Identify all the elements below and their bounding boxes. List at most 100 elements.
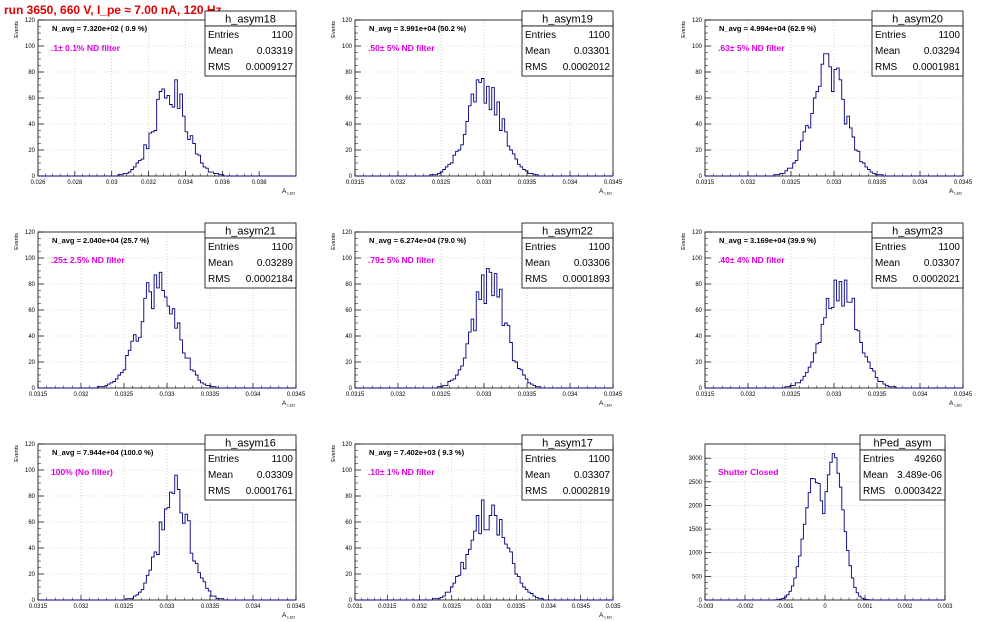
x-tick-label: 0.032 bbox=[390, 180, 406, 186]
x-axis-title: ALED bbox=[599, 188, 612, 196]
stats-value: 1100 bbox=[271, 30, 293, 41]
stats-box bbox=[859, 449, 946, 501]
y-tick-label: 120 bbox=[25, 442, 36, 448]
histogram-h_asym20 bbox=[705, 53, 963, 177]
histogram-hPed_asym bbox=[705, 453, 945, 601]
y-tick-label: 120 bbox=[342, 18, 353, 24]
stats-value: 1100 bbox=[271, 242, 293, 253]
stats-value: 0.0002819 bbox=[563, 486, 611, 497]
x-tick-label: 0.0345 bbox=[287, 604, 306, 610]
y-tick-label: 60 bbox=[345, 520, 352, 526]
filter-label: 100% (No filter) bbox=[51, 467, 113, 477]
filter-label: .10± 1% ND filter bbox=[368, 467, 435, 477]
y-tick-label: 60 bbox=[28, 96, 35, 102]
stats-key: Entries bbox=[525, 454, 556, 465]
y-tick-label: 0 bbox=[349, 386, 353, 392]
y-tick-label: 40 bbox=[28, 546, 35, 552]
stats-key: Entries bbox=[208, 454, 239, 465]
stats-title: h_asym16 bbox=[225, 438, 276, 450]
stats-key: RMS bbox=[525, 274, 548, 285]
y-tick-label: 100 bbox=[342, 44, 353, 50]
x-tick-label: 0.032 bbox=[740, 392, 756, 398]
y-tick-label: 20 bbox=[28, 360, 35, 366]
x-tick-label: 0.0345 bbox=[604, 180, 623, 186]
x-tick-label: 0.0325 bbox=[443, 604, 462, 610]
navg-label: N_avg = 3.991e+04 (50.2 %) bbox=[369, 24, 467, 33]
filter-label: .1± 0.1% ND filter bbox=[51, 43, 121, 53]
y-tick-label: 80 bbox=[28, 282, 35, 288]
y-tick-label: 60 bbox=[695, 96, 702, 102]
y-tick-label: 0 bbox=[699, 174, 703, 180]
x-tick-label: 0.0345 bbox=[604, 392, 623, 398]
x-axis-title: ALED bbox=[599, 612, 612, 620]
stats-value: 0.0009127 bbox=[246, 62, 294, 73]
x-tick-label: 0.0315 bbox=[378, 604, 397, 610]
page-title: run 3650, 660 V, I_pe ≈ 7.00 nA, 120 Hz bbox=[4, 3, 222, 17]
stats-box bbox=[871, 237, 964, 289]
x-tick-label: 0.032 bbox=[141, 180, 157, 186]
x-tick-label: 0.033 bbox=[826, 392, 842, 398]
y-tick-label: 0 bbox=[32, 174, 36, 180]
stats-title: h_asym17 bbox=[542, 438, 593, 450]
stats-value: 0.0001893 bbox=[563, 274, 611, 285]
x-axis-title: ALED bbox=[282, 612, 295, 620]
panel-h_asym23: 0.0315 0.032 0.0325 0.033 0.0335 0.034 0.0345 0… bbox=[681, 222, 973, 408]
stats-value: 0.0003422 bbox=[895, 486, 943, 497]
panel-hPed_asym: -0.003 -0.002 -0.001 0 0.001 0.002 0.003 0 500 10… bbox=[689, 434, 953, 610]
stats-key: Entries bbox=[525, 242, 556, 253]
y-tick-label: 0 bbox=[32, 386, 36, 392]
x-tick-label: 0.035 bbox=[605, 604, 621, 610]
histogram-h_asym16 bbox=[38, 474, 296, 601]
stats-value: 0.03309 bbox=[257, 470, 294, 481]
x-tick-label: 0.0315 bbox=[346, 180, 365, 186]
y-tick-label: 20 bbox=[345, 572, 352, 578]
stats-value: 0.03307 bbox=[574, 470, 611, 481]
y-tick-label: 40 bbox=[28, 334, 35, 340]
y-tick-label: 0 bbox=[699, 598, 703, 604]
y-tick-label: 80 bbox=[345, 282, 352, 288]
stats-key: RMS bbox=[208, 486, 231, 497]
x-tick-label: -0.003 bbox=[696, 604, 714, 610]
y-tick-label: 120 bbox=[692, 230, 703, 236]
stats-key: RMS bbox=[863, 486, 886, 497]
stats-box bbox=[204, 449, 297, 501]
y-tick-label: 80 bbox=[345, 70, 352, 76]
x-tick-label: 0.0335 bbox=[868, 180, 887, 186]
x-tick-label: 0.0325 bbox=[432, 392, 451, 398]
stats-key: RMS bbox=[525, 62, 548, 73]
stats-key: RMS bbox=[525, 486, 548, 497]
y-tick-label: 20 bbox=[28, 148, 35, 154]
histogram-h_asym17 bbox=[355, 499, 613, 601]
y-tick-label: 1000 bbox=[689, 551, 703, 557]
y-axis-title: Events bbox=[14, 233, 20, 250]
navg-label: N_avg = 4.994e+04 (62.9 %) bbox=[719, 24, 817, 33]
x-tick-label: 0.032 bbox=[73, 392, 89, 398]
stats-key: Entries bbox=[875, 30, 906, 41]
stats-box bbox=[521, 25, 614, 77]
x-tick-label: 0.028 bbox=[67, 180, 83, 186]
x-tick-label: 0.0325 bbox=[115, 604, 134, 610]
stats-key: RMS bbox=[875, 274, 898, 285]
stats-title: h_asym18 bbox=[225, 14, 276, 26]
x-tick-label: 0.0325 bbox=[115, 392, 134, 398]
y-tick-label: 40 bbox=[345, 122, 352, 128]
panel-h_asym18: 0.026 0.028 0.03 0.032 0.034 0.036 0.038 0 20 40 6… bbox=[14, 10, 297, 196]
y-tick-label: 500 bbox=[692, 574, 703, 580]
y-tick-label: 2000 bbox=[689, 503, 703, 509]
panel-h_asym20: 0.0315 0.032 0.0325 0.033 0.0335 0.034 0.0345 0… bbox=[681, 10, 973, 196]
x-tick-label: 0.001 bbox=[857, 604, 873, 610]
histogram-h_asym22 bbox=[355, 267, 613, 389]
x-tick-label: 0.033 bbox=[159, 392, 175, 398]
stats-key: RMS bbox=[208, 62, 231, 73]
x-tick-label: 0.032 bbox=[740, 180, 756, 186]
stats-box bbox=[871, 25, 964, 77]
y-tick-label: 80 bbox=[345, 494, 352, 500]
x-tick-label: 0.0335 bbox=[201, 392, 220, 398]
y-axis-title: Events bbox=[681, 233, 687, 250]
filter-label: .50± 5% ND filter bbox=[368, 43, 435, 53]
panel-h_asym16: 0.0315 0.032 0.0325 0.033 0.0335 0.034 0.0345 0… bbox=[14, 434, 306, 620]
stats-key: Mean bbox=[525, 46, 550, 57]
x-tick-label: 0.0335 bbox=[507, 604, 526, 610]
filter-label: .63± 5% ND filter bbox=[718, 43, 785, 53]
